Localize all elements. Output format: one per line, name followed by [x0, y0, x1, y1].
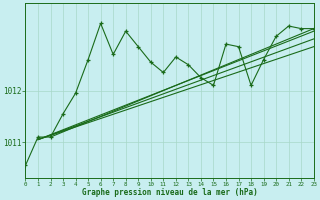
X-axis label: Graphe pression niveau de la mer (hPa): Graphe pression niveau de la mer (hPa): [82, 188, 258, 197]
